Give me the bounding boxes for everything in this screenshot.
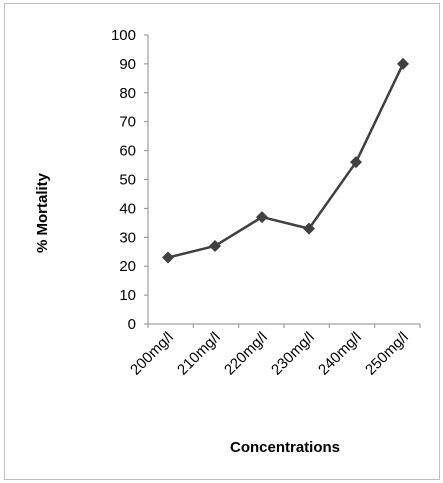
y-tick-label: 90 <box>119 56 136 73</box>
y-tick-label: 40 <box>119 200 136 217</box>
series-line <box>168 64 403 258</box>
x-tick-label: 200mg/l <box>127 329 177 379</box>
x-tick-label: 220mg/l <box>221 329 271 379</box>
y-axis-ticks: 0 10 20 30 40 50 60 70 80 90 100 <box>111 27 148 333</box>
x-tick-label: 230mg/l <box>268 329 318 379</box>
y-tick-label: 80 <box>119 85 136 102</box>
data-point-marker <box>162 252 174 264</box>
y-tick-label: 70 <box>119 114 136 131</box>
data-point-marker <box>256 211 268 223</box>
y-tick-label: 20 <box>119 258 136 275</box>
y-tick-label: 10 <box>119 287 136 304</box>
series-layer <box>162 58 409 264</box>
data-point-marker <box>209 240 221 252</box>
y-tick-label: 60 <box>119 143 136 160</box>
data-point-marker <box>397 58 409 70</box>
x-axis-ticks: 200mg/l210mg/l220mg/l230mg/l240mg/l250mg… <box>127 324 420 379</box>
x-tick-label: 240mg/l <box>315 329 365 379</box>
y-tick-label: 50 <box>119 172 136 189</box>
y-tick-label: 0 <box>128 316 136 333</box>
y-tick-label: 30 <box>119 229 136 246</box>
y-tick-label: 100 <box>111 27 136 44</box>
x-tick-label: 250mg/l <box>362 329 412 379</box>
x-axis-title: Concentrations <box>230 439 340 456</box>
y-axis-title: % Mortality <box>34 172 51 253</box>
x-tick-label: 210mg/l <box>174 329 224 379</box>
